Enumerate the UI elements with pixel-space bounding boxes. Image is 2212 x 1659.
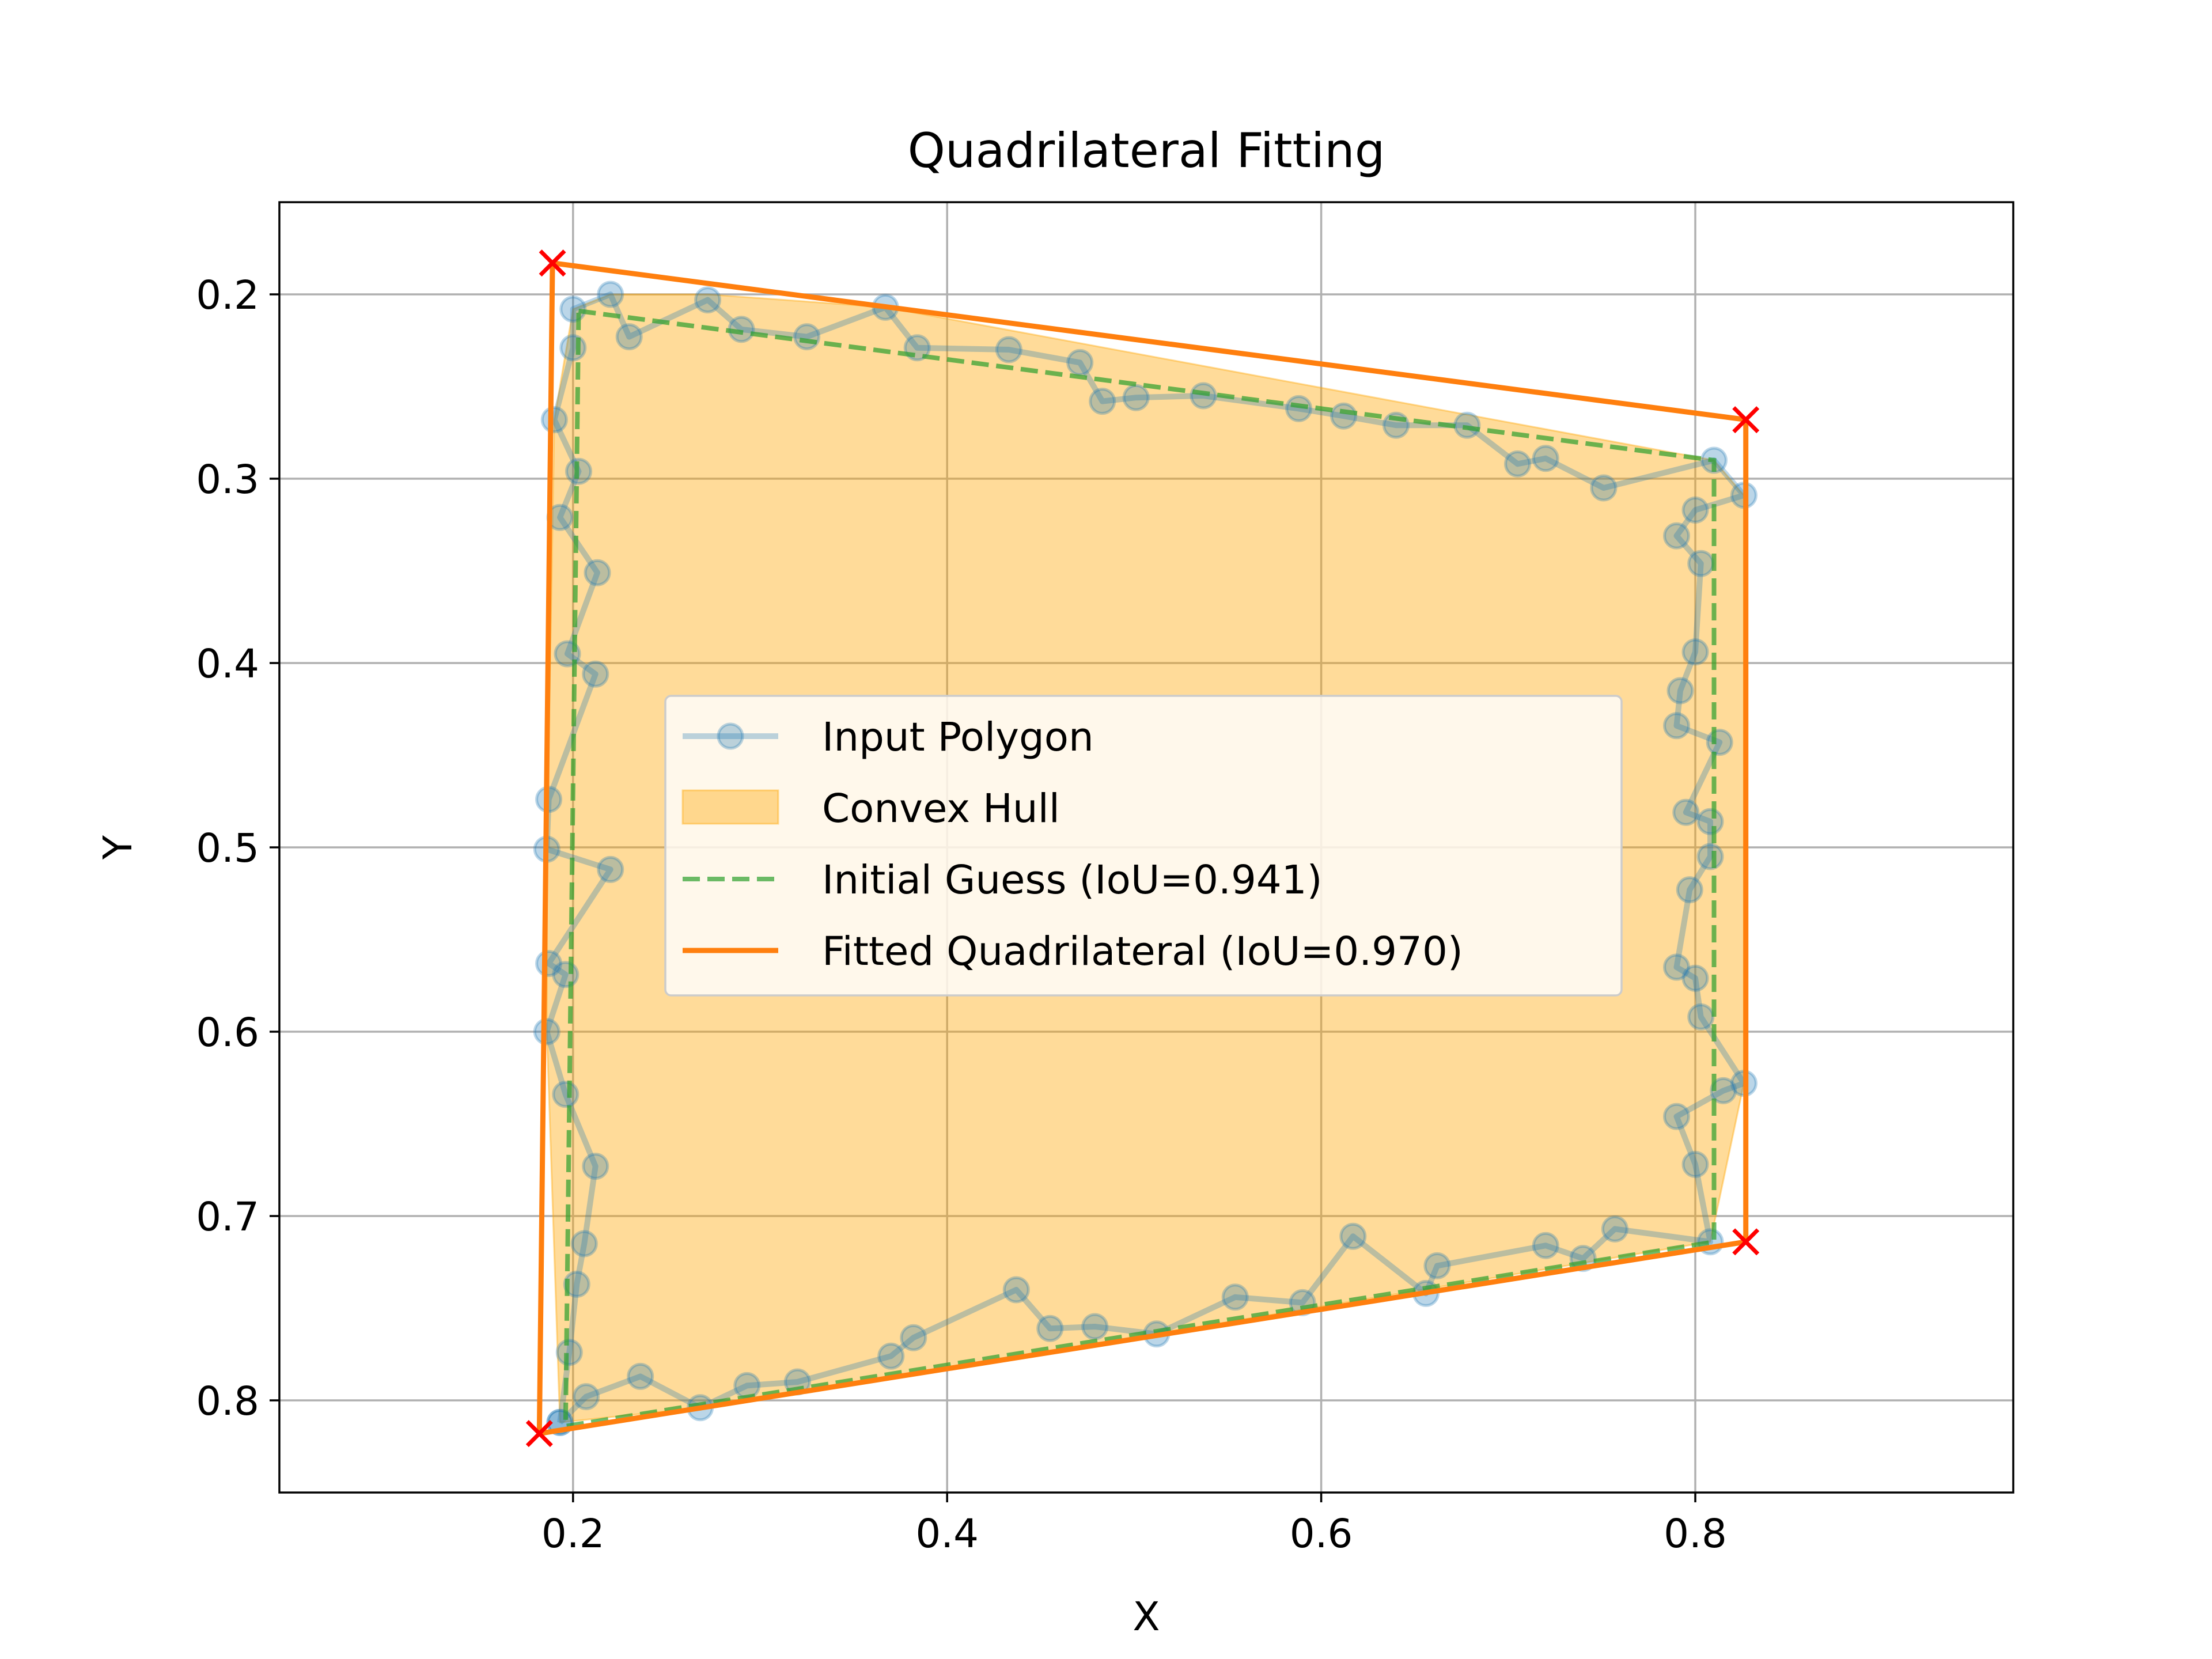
legend-box	[664, 695, 1623, 997]
y-tick-label: 0.3	[196, 457, 259, 503]
input-polygon-point	[1504, 450, 1532, 478]
input-polygon-point	[1221, 1283, 1249, 1311]
input-polygon-point	[573, 1383, 600, 1411]
x-tick-label: 0.2	[541, 1511, 605, 1557]
input-polygon-point	[1453, 411, 1481, 439]
input-polygon-point	[1681, 1150, 1709, 1178]
input-polygon-point	[627, 1362, 654, 1390]
input-polygon-point	[1532, 1232, 1559, 1259]
legend-label: Fitted Quadrilateral (IoU=0.970)	[822, 929, 1463, 975]
input-polygon-point	[1423, 1252, 1451, 1279]
input-polygon-point	[1036, 1315, 1064, 1342]
input-polygon-point	[1002, 1276, 1030, 1304]
y-tick-label: 0.8	[196, 1378, 259, 1425]
input-polygon-point	[597, 281, 624, 308]
input-polygon-point	[552, 1081, 579, 1108]
input-polygon-point	[1676, 876, 1703, 904]
input-polygon-point	[1663, 1103, 1691, 1130]
input-polygon-point	[555, 1339, 583, 1366]
input-polygon-point	[584, 559, 611, 586]
input-polygon-point	[900, 1324, 927, 1351]
input-polygon-point	[563, 1270, 590, 1298]
x-tick-label: 0.8	[1664, 1511, 1727, 1557]
input-polygon-point	[540, 406, 568, 434]
legend-label: Convex Hull	[822, 786, 1060, 832]
input-polygon-point	[1122, 384, 1150, 411]
x-axis-title: X	[1132, 1594, 1160, 1640]
y-tick-label: 0.5	[196, 825, 259, 872]
input-polygon-point	[597, 855, 624, 883]
fitted-corner-marker	[525, 1420, 553, 1448]
y-tick-label: 0.4	[196, 641, 259, 687]
fitted-corner-marker	[1732, 406, 1760, 434]
input-polygon-point	[1330, 402, 1358, 430]
input-polygon-point	[1190, 382, 1217, 410]
chart-title: Quadrilateral Fitting	[908, 123, 1385, 179]
y-axis-title: Y	[95, 835, 141, 860]
input-polygon-point	[1687, 1003, 1715, 1031]
input-polygon-point	[1696, 843, 1724, 870]
input-polygon-point	[1663, 522, 1691, 550]
legend-label: Input Polygon	[822, 714, 1094, 760]
input-polygon-point	[1663, 953, 1691, 981]
y-tick-label: 0.2	[196, 272, 259, 319]
input-polygon-point	[1663, 712, 1691, 740]
input-polygon-point	[1672, 798, 1700, 826]
input-polygon-point	[1681, 638, 1709, 666]
input-polygon-point	[1696, 808, 1724, 835]
input-polygon-point	[1666, 677, 1694, 704]
y-tick-label: 0.7	[196, 1194, 259, 1240]
x-tick-label: 0.6	[1290, 1511, 1353, 1557]
input-polygon-point	[615, 323, 643, 351]
legend: Input Polygon Convex Hull Initial Guess (I…	[664, 695, 1623, 997]
ticks: 0.2 0.4 0.6 0.8 0.2 0.3 0.4 0.5 0.6 0.7 0.8	[196, 249, 1760, 1557]
input-polygon-point	[533, 1018, 560, 1046]
legend-handle-marker	[717, 722, 744, 750]
input-polygon-point	[582, 1153, 609, 1180]
input-polygon-point	[733, 1372, 761, 1399]
input-polygon-point	[1089, 388, 1116, 415]
legend-handle-convex-hull	[681, 789, 779, 825]
input-polygon-point	[1532, 445, 1559, 472]
input-polygon-point	[1681, 496, 1709, 524]
input-polygon-point	[1681, 964, 1709, 992]
input-polygon-point	[552, 961, 579, 988]
y-tick-label: 0.6	[196, 1010, 259, 1056]
input-polygon-point	[1601, 1215, 1628, 1243]
fitted-corner-marker	[539, 249, 566, 277]
input-polygon-point	[1706, 729, 1733, 756]
input-polygon-point	[694, 286, 722, 314]
input-polygon-point	[995, 336, 1022, 363]
input-polygon-point	[793, 323, 821, 351]
input-polygon-point	[1339, 1222, 1367, 1250]
input-polygon-point	[1066, 349, 1094, 376]
input-polygon-point	[559, 334, 587, 362]
input-polygon-point	[1590, 474, 1618, 502]
input-polygon-point	[582, 660, 609, 688]
input-polygon-point	[1081, 1313, 1109, 1340]
input-polygon-point	[570, 1230, 598, 1257]
input-polygon-point	[877, 1342, 905, 1370]
legend-label: Initial Guess (IoU=0.941)	[822, 857, 1323, 903]
fitted-corner-marker	[1732, 1228, 1760, 1256]
input-polygon-line	[544, 291, 1747, 1425]
input-polygon-point	[1687, 550, 1715, 577]
x-tick-label: 0.4	[915, 1511, 979, 1557]
input-polygon-point	[1710, 1077, 1737, 1104]
